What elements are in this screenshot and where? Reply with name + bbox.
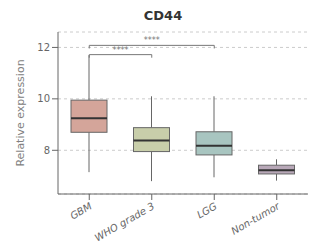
html-text:CD44: CD44 (143, 8, 183, 23)
svg-text:Non-tumor: Non-tumor (229, 200, 282, 237)
svg-text:12: 12 (37, 42, 50, 53)
svg-text:8: 8 (44, 145, 50, 156)
svg-text:WHO grade 3: WHO grade 3 (93, 200, 157, 243)
svg-text:LGG: LGG (195, 200, 219, 220)
svg-text:****: **** (144, 36, 160, 45)
svg-text:Relative expression: Relative expression (14, 59, 27, 166)
svg-text:10: 10 (37, 93, 50, 104)
svg-text:****: **** (113, 46, 129, 55)
svg-text:GBM: GBM (68, 200, 94, 221)
